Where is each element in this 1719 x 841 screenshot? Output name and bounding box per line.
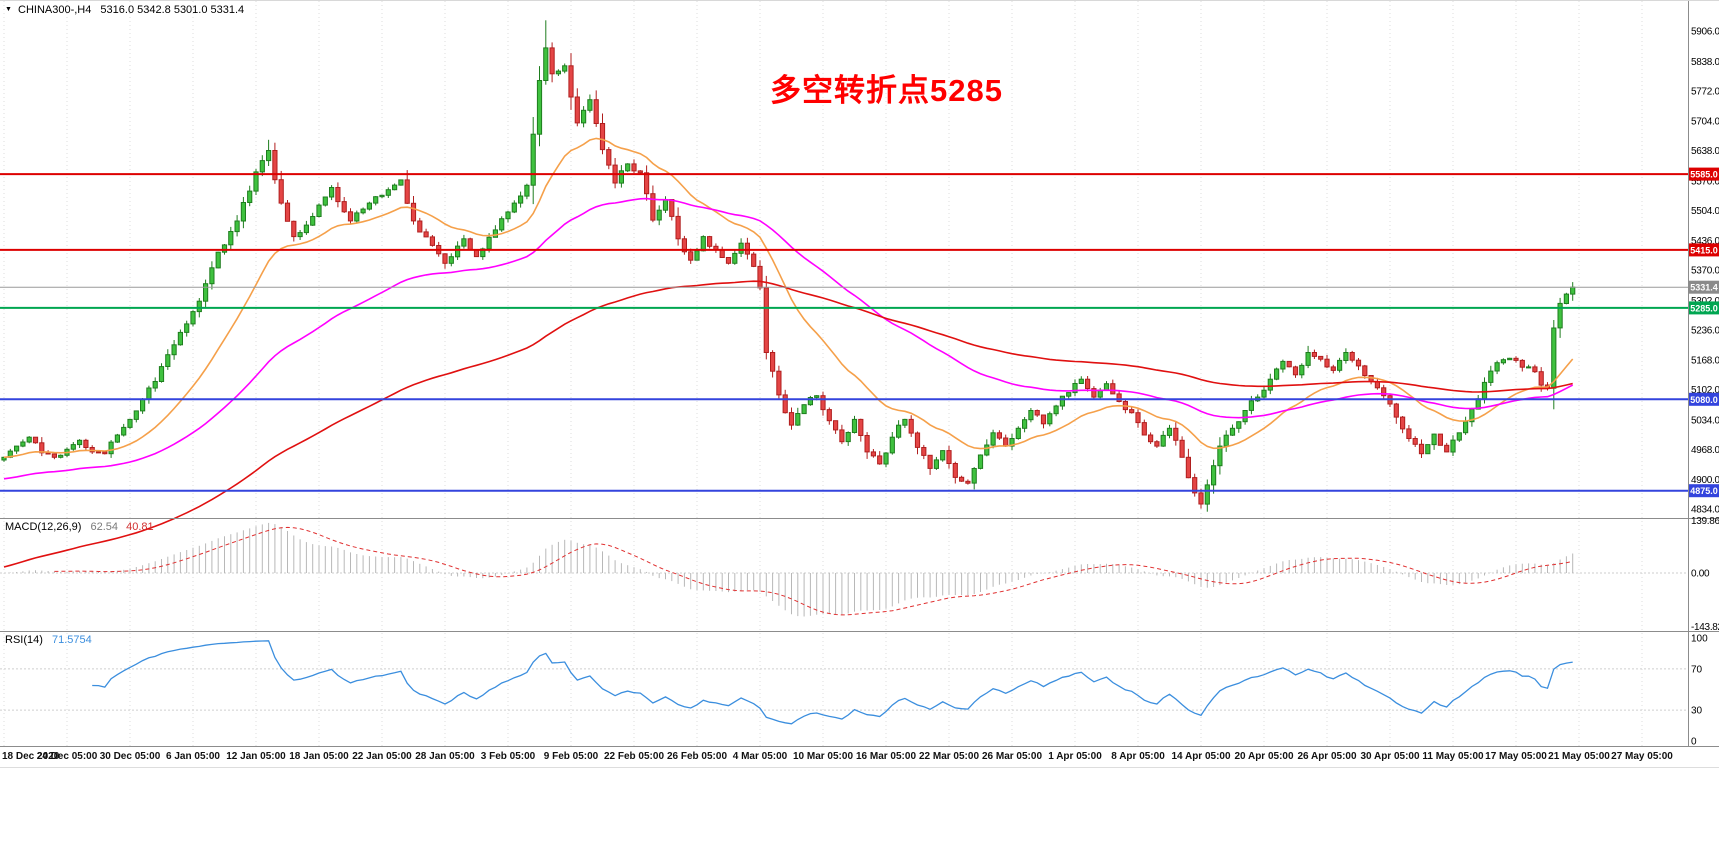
macd-name: MACD(12,26,9): [5, 521, 82, 533]
rsi-line: [92, 640, 1573, 725]
svg-text:3 Feb 05:00: 3 Feb 05:00: [481, 751, 536, 762]
svg-text:18 Jan 05:00: 18 Jan 05:00: [289, 751, 349, 762]
rsi-value: 71.5754: [51, 634, 92, 646]
svg-text:9 Feb 05:00: 9 Feb 05:00: [544, 751, 599, 762]
svg-text:11 May 05:00: 11 May 05:00: [1422, 751, 1484, 762]
price-tags: 5585.0 5415.0 5285.0 5080.0 4875.0 5331.4: [1689, 167, 1719, 498]
svg-text:5034.0: 5034.0: [1691, 415, 1719, 426]
svg-text:26 Mar 05:00: 26 Mar 05:00: [982, 751, 1042, 762]
svg-text:5585.0: 5585.0: [1690, 170, 1718, 180]
svg-text:4834.0: 4834.0: [1691, 505, 1719, 516]
svg-text:5570.0: 5570.0: [1691, 176, 1719, 187]
svg-text:20 Apr 05:00: 20 Apr 05:00: [1234, 751, 1294, 762]
svg-text:5370.0: 5370.0: [1691, 266, 1719, 277]
svg-text:70: 70: [1691, 664, 1703, 675]
svg-text:1 Apr 05:00: 1 Apr 05:00: [1048, 751, 1102, 762]
svg-text:5906.0: 5906.0: [1691, 27, 1719, 38]
ma-slow-line: [3, 280, 1573, 568]
price-axis-labels: 5906.0 5838.0 5772.0 5704.0 5638.0 5570.0 5504…: [1691, 27, 1719, 748]
svg-text:5236.0: 5236.0: [1691, 325, 1719, 336]
svg-text:16 Mar 05:00: 16 Mar 05:00: [856, 751, 916, 762]
svg-text:5302.0: 5302.0: [1691, 296, 1719, 307]
svg-text:5102.0: 5102.0: [1691, 385, 1719, 396]
svg-text:18 Dec 2020: 18 Dec 2020: [2, 751, 60, 762]
candles: [1, 20, 1576, 512]
symbol-dropdown-arrow-icon[interactable]: ▼: [5, 6, 12, 13]
svg-text:5080.0: 5080.0: [1690, 395, 1718, 405]
svg-text:5331.4: 5331.4: [1690, 283, 1718, 293]
svg-text:-143.82: -143.82: [1691, 622, 1719, 633]
rsi-panel[interactable]: [0, 632, 1688, 746]
svg-text:4968.0: 4968.0: [1691, 445, 1719, 456]
svg-text:5415.0: 5415.0: [1690, 245, 1718, 255]
svg-text:24 Dec 05:00: 24 Dec 05:00: [37, 751, 98, 762]
svg-text:0.00: 0.00: [1691, 569, 1710, 580]
gridlines: [0, 1, 1688, 746]
svg-text:5504.0: 5504.0: [1691, 206, 1719, 217]
chart-info-line: ▼ CHINA300-,H4 5316.0 5342.8 5301.0 5331…: [5, 4, 244, 16]
ohlc-values: 5316.0 5342.8 5301.0 5331.4: [100, 4, 245, 16]
svg-text:4875.0: 4875.0: [1690, 486, 1718, 496]
symbol-timeframe-label: CHINA300-,H4: [18, 4, 92, 16]
macd-main-value: 62.54: [90, 521, 119, 533]
annotation-text[interactable]: 多空转折点5285: [770, 73, 1003, 108]
ma-mid-line: [3, 197, 1574, 480]
svg-text:26 Apr 05:00: 26 Apr 05:00: [1297, 751, 1357, 762]
macd-signal-line: [54, 526, 1573, 616]
svg-text:30 Apr 05:00: 30 Apr 05:00: [1360, 751, 1420, 762]
svg-text:139.86: 139.86: [1691, 516, 1719, 527]
svg-text:14 Apr 05:00: 14 Apr 05:00: [1171, 751, 1231, 762]
svg-text:0: 0: [1691, 737, 1697, 748]
svg-text:4 Mar 05:00: 4 Mar 05:00: [733, 751, 788, 762]
svg-text:22 Feb 05:00: 22 Feb 05:00: [604, 751, 664, 762]
svg-text:5704.0: 5704.0: [1691, 117, 1719, 128]
svg-text:27 May 05:00: 27 May 05:00: [1611, 751, 1673, 762]
svg-text:22 Jan 05:00: 22 Jan 05:00: [352, 751, 412, 762]
macd-signal-value: 40.81: [126, 521, 154, 533]
macd-indicator-label: MACD(12,26,9) 62.54 40.81: [5, 521, 154, 533]
svg-text:5285.0: 5285.0: [1690, 303, 1718, 313]
svg-text:8 Apr 05:00: 8 Apr 05:00: [1111, 751, 1165, 762]
svg-text:5772.0: 5772.0: [1691, 86, 1719, 97]
svg-text:12 Jan 05:00: 12 Jan 05:00: [226, 751, 286, 762]
svg-text:26 Feb 05:00: 26 Feb 05:00: [667, 751, 727, 762]
svg-text:30 Dec 05:00: 30 Dec 05:00: [100, 751, 161, 762]
ma-fast-line: [3, 137, 1574, 459]
svg-text:22 Mar 05:00: 22 Mar 05:00: [919, 751, 979, 762]
svg-text:17 May 05:00: 17 May 05:00: [1485, 751, 1547, 762]
svg-text:5638.0: 5638.0: [1691, 146, 1719, 157]
svg-text:5436.0: 5436.0: [1691, 236, 1719, 247]
rsi-name: RSI(14): [5, 634, 43, 646]
svg-text:21 May 05:00: 21 May 05:00: [1548, 751, 1610, 762]
macd-histogram: [9, 522, 1574, 617]
svg-text:5838.0: 5838.0: [1691, 57, 1719, 68]
svg-text:28 Jan 05:00: 28 Jan 05:00: [415, 751, 475, 762]
svg-text:100: 100: [1691, 634, 1708, 645]
svg-text:4900.0: 4900.0: [1691, 475, 1719, 486]
svg-text:5168.0: 5168.0: [1691, 356, 1719, 367]
rsi-indicator-label: RSI(14) 71.5754: [5, 634, 92, 646]
svg-text:6 Jan 05:00: 6 Jan 05:00: [166, 751, 220, 762]
svg-text:30: 30: [1691, 706, 1703, 717]
svg-text:10 Mar 05:00: 10 Mar 05:00: [793, 751, 853, 762]
